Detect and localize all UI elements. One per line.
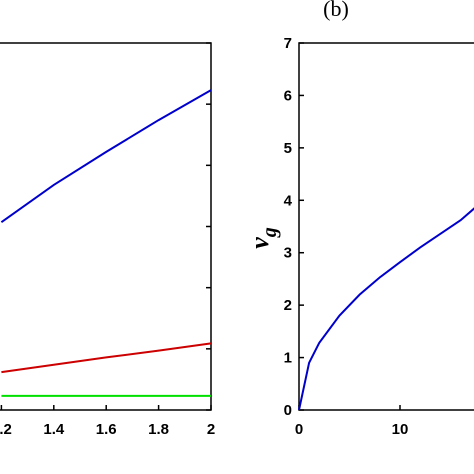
plot-frame <box>298 42 474 411</box>
y-axis-label: vg <box>245 227 281 249</box>
y-tick-label: 1 <box>284 350 292 367</box>
y-tick-label: 5 <box>284 140 292 157</box>
y-tick-label: 4 <box>284 192 293 209</box>
y-tick-label: 0 <box>284 402 292 419</box>
x-tick-label: 1.4 <box>43 421 65 438</box>
y-tick-label: 7 <box>284 35 292 52</box>
x-tick-label: 1.6 <box>96 421 117 438</box>
x-tick-label: 10 <box>392 421 409 438</box>
y-label-subscript: g <box>259 227 281 238</box>
x-tick-label: 1.2 <box>0 421 12 438</box>
x-tick-label: 1.8 <box>148 421 169 438</box>
data-line <box>0 89 212 224</box>
y-label-main: v <box>245 237 274 249</box>
data-line <box>1 342 212 374</box>
panel-title: (b) <box>323 0 349 21</box>
y-tick-label: 2 <box>284 297 292 314</box>
y-tick-label: 6 <box>284 87 292 104</box>
y-tick-label: 3 <box>284 245 292 262</box>
data-line <box>298 207 474 411</box>
plot-frame <box>0 42 212 411</box>
x-tick-label: 2 <box>207 421 215 438</box>
x-tick-label: 0 <box>295 421 303 438</box>
